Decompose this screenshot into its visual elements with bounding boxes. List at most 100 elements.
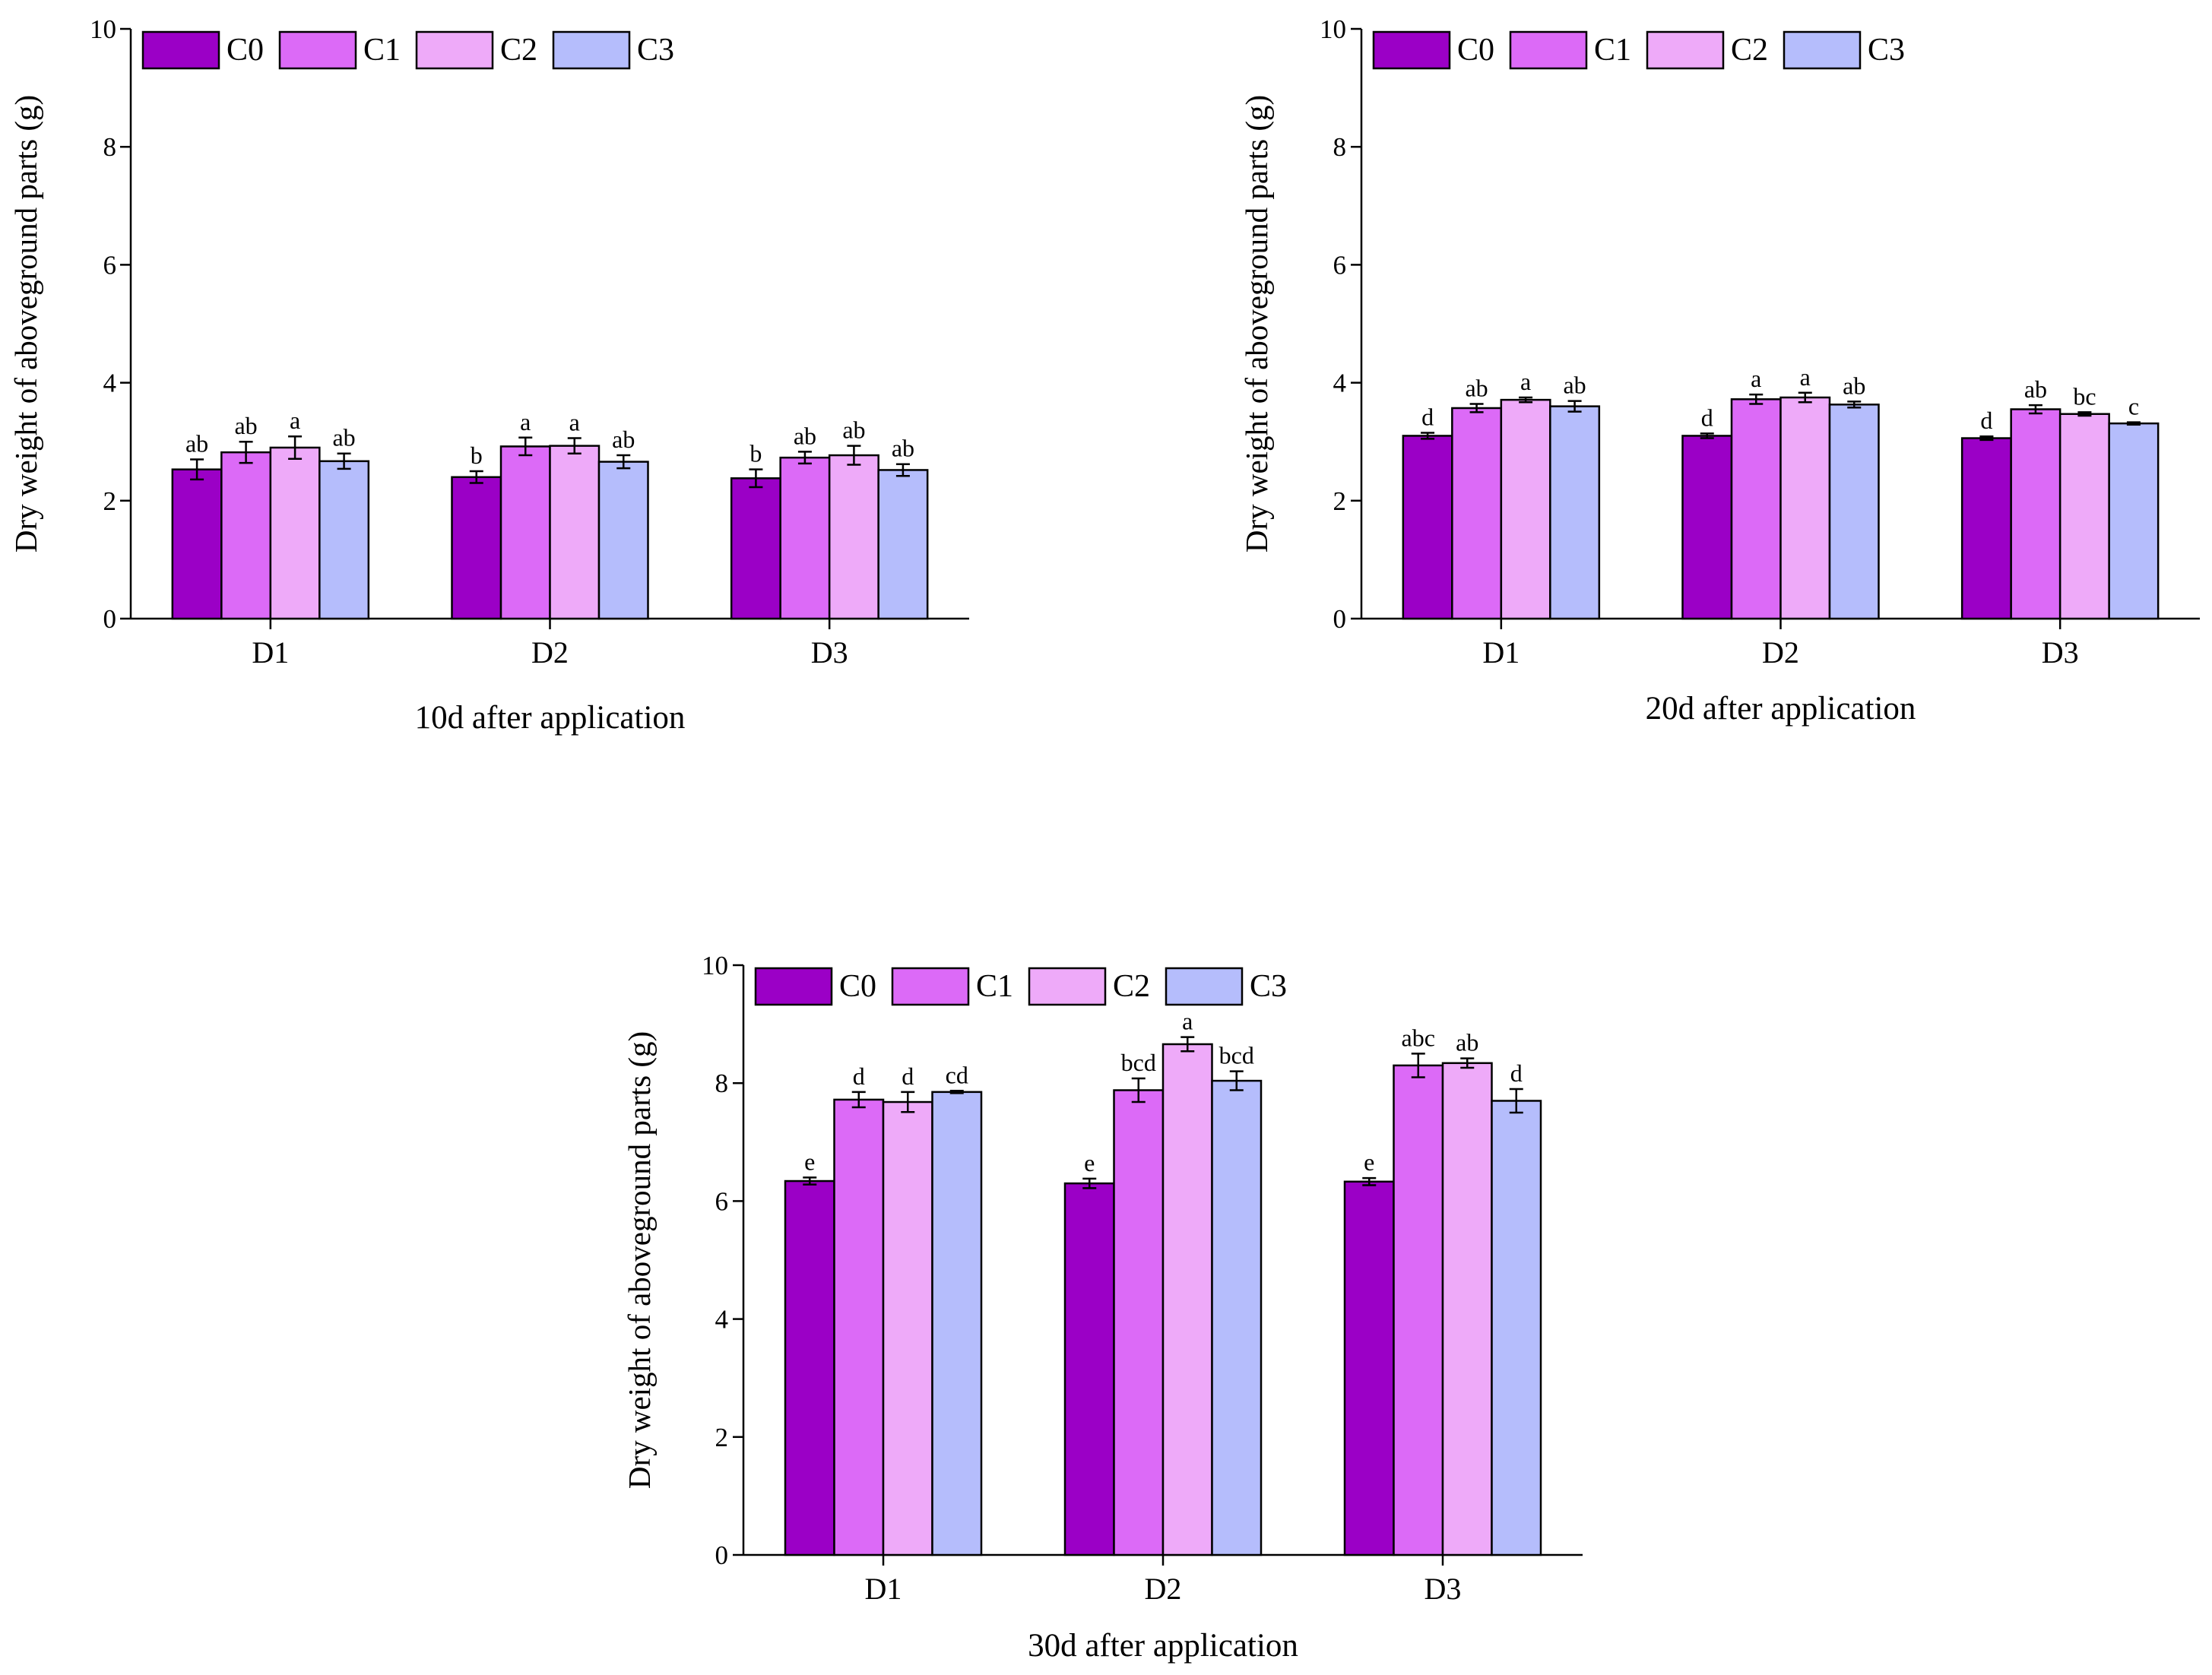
significance-label: a bbox=[290, 407, 300, 434]
legend-swatch-c1 bbox=[891, 967, 970, 1006]
legend-label-c2: C2 bbox=[500, 33, 537, 68]
significance-label: ab bbox=[612, 426, 635, 453]
y-tick-label: 10 bbox=[1320, 14, 1346, 44]
bar-c2-d1 bbox=[1500, 398, 1551, 620]
significance-label: cd bbox=[946, 1061, 968, 1088]
legend-swatch-c1 bbox=[278, 30, 357, 70]
y-axis-title: Dry weight of aboveground parts (g) bbox=[622, 1031, 657, 1489]
legend-swatch-c1 bbox=[1509, 30, 1588, 70]
y-axis-title: Dry weight of aboveground parts (g) bbox=[1239, 95, 1274, 553]
significance-label: c bbox=[2128, 393, 2139, 420]
significance-label: d bbox=[1510, 1059, 1523, 1087]
bar-c1-d3 bbox=[1393, 1064, 1444, 1556]
legend-swatch-c2 bbox=[1028, 967, 1107, 1006]
significance-label: d bbox=[1421, 404, 1434, 431]
significance-label: bc bbox=[2073, 382, 2096, 410]
legend-label-c0: C0 bbox=[227, 33, 264, 68]
bar-c2-d2 bbox=[1779, 396, 1831, 620]
x-category-label: D1 bbox=[1482, 635, 1520, 670]
legend-label-c1: C1 bbox=[1594, 33, 1631, 68]
significance-label: e bbox=[1084, 1149, 1095, 1176]
legend-swatch-c3 bbox=[1165, 967, 1244, 1006]
significance-label: ab bbox=[185, 429, 208, 457]
y-tick-label: 0 bbox=[1333, 604, 1347, 634]
significance-label: ab bbox=[1843, 372, 1865, 399]
significance-label: d bbox=[1980, 407, 1992, 434]
bar-c3-d1 bbox=[931, 1091, 983, 1556]
y-tick-label: 8 bbox=[1333, 132, 1347, 162]
legend-swatch-c0 bbox=[1372, 30, 1451, 70]
legend-label-c3: C3 bbox=[1250, 969, 1287, 1004]
x-category-label: D2 bbox=[1762, 635, 1799, 670]
y-tick-label: 0 bbox=[103, 604, 117, 634]
significance-label: a bbox=[1751, 365, 1761, 392]
bar-c1-d1 bbox=[1451, 407, 1503, 620]
y-tick-label: 10 bbox=[90, 14, 116, 44]
significance-label: ab bbox=[842, 416, 865, 444]
bar-c1-d1 bbox=[833, 1098, 885, 1556]
y-tick-label: 4 bbox=[715, 1305, 729, 1335]
significance-label: a bbox=[1182, 1008, 1193, 1035]
bar-c2-d2 bbox=[1161, 1043, 1213, 1556]
bar-c0-d2 bbox=[1063, 1182, 1115, 1556]
bar-c2-d3 bbox=[1441, 1062, 1493, 1556]
panel-title: 20d after application bbox=[1646, 691, 1916, 727]
legend-label-c3: C3 bbox=[637, 33, 674, 68]
legend-swatch-c2 bbox=[415, 30, 494, 70]
legend-swatch-c3 bbox=[552, 30, 631, 70]
legend-label-c2: C2 bbox=[1731, 33, 1768, 68]
bar-c3-d2 bbox=[1828, 404, 1880, 620]
legend-label-c0: C0 bbox=[1457, 33, 1494, 68]
y-tick-label: 4 bbox=[1333, 369, 1347, 398]
significance-label: ab bbox=[2024, 375, 2047, 403]
y-tick-label: 6 bbox=[103, 250, 117, 280]
bar-c3-d3 bbox=[2108, 422, 2160, 620]
y-tick-label: 2 bbox=[103, 486, 117, 516]
y-tick-label: 6 bbox=[1333, 250, 1347, 280]
bar-c1-d3 bbox=[779, 456, 831, 620]
significance-label: d bbox=[853, 1062, 865, 1090]
significance-label: d bbox=[902, 1062, 914, 1090]
legend-swatch-c0 bbox=[141, 30, 220, 70]
bar-c1-d2 bbox=[499, 445, 551, 620]
bar-c0-d3 bbox=[1343, 1180, 1395, 1556]
y-tick-label: 4 bbox=[103, 369, 117, 398]
x-category-label: D1 bbox=[252, 635, 289, 670]
legend-swatch-c3 bbox=[1783, 30, 1862, 70]
significance-label: d bbox=[1701, 404, 1713, 431]
panel-title: 30d after application bbox=[1028, 1628, 1298, 1664]
significance-label: ab bbox=[332, 424, 355, 451]
significance-label: ab bbox=[234, 412, 257, 439]
significance-label: b bbox=[471, 442, 483, 469]
bar-c1-d2 bbox=[1730, 398, 1782, 620]
legend-label-c0: C0 bbox=[839, 969, 876, 1004]
significance-label: ab bbox=[1465, 375, 1488, 402]
panel-title: 10d after application bbox=[415, 700, 686, 736]
significance-label: abc bbox=[1402, 1024, 1435, 1051]
significance-label: bcd bbox=[1121, 1049, 1156, 1076]
y-tick-label: 10 bbox=[702, 951, 728, 980]
y-tick-label: 0 bbox=[715, 1540, 729, 1570]
bar-c2-d2 bbox=[549, 445, 601, 620]
significance-label: ab bbox=[1456, 1029, 1478, 1056]
bar-c3-d2 bbox=[597, 461, 649, 620]
significance-label: ab bbox=[1563, 372, 1586, 399]
y-tick-label: 2 bbox=[1333, 486, 1347, 516]
bar-c3-d3 bbox=[1491, 1100, 1542, 1556]
legend-swatch-c0 bbox=[754, 967, 833, 1006]
x-category-label: D2 bbox=[531, 635, 569, 670]
significance-label: e bbox=[804, 1148, 815, 1175]
y-tick-label: 8 bbox=[103, 132, 117, 162]
legend-swatch-c2 bbox=[1646, 30, 1725, 70]
legend-label-c2: C2 bbox=[1113, 969, 1150, 1004]
bar-c1-d3 bbox=[2010, 408, 2061, 620]
significance-label: ab bbox=[892, 435, 914, 462]
bar-c0-d1 bbox=[784, 1179, 835, 1556]
significance-label: a bbox=[569, 409, 580, 436]
bar-c0-d2 bbox=[1681, 435, 1733, 620]
significance-label: bcd bbox=[1219, 1042, 1254, 1069]
y-tick-label: 6 bbox=[715, 1186, 729, 1216]
